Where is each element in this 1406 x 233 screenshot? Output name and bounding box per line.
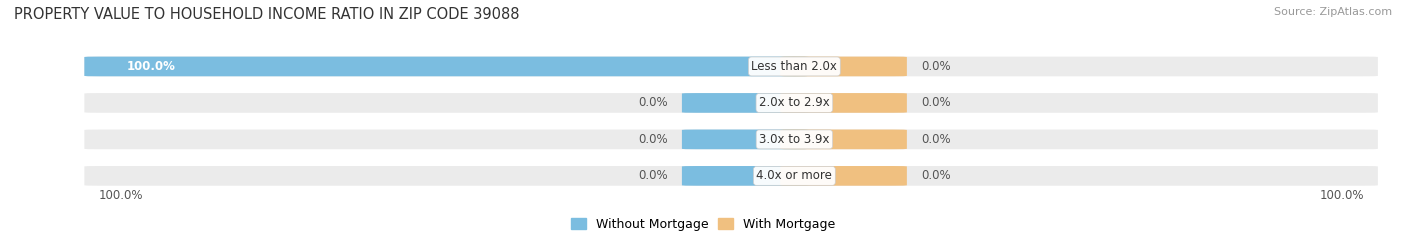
Text: 0.0%: 0.0% (638, 133, 668, 146)
FancyBboxPatch shape (84, 166, 1378, 186)
Text: 0.0%: 0.0% (638, 169, 668, 182)
Legend: Without Mortgage, With Mortgage: Without Mortgage, With Mortgage (565, 213, 841, 233)
Text: 2.0x to 2.9x: 2.0x to 2.9x (759, 96, 830, 110)
FancyBboxPatch shape (84, 130, 1378, 149)
Text: 100.0%: 100.0% (1319, 189, 1364, 202)
FancyBboxPatch shape (84, 57, 808, 76)
FancyBboxPatch shape (780, 93, 907, 113)
Text: 0.0%: 0.0% (921, 169, 950, 182)
Text: 0.0%: 0.0% (921, 96, 950, 110)
Text: Less than 2.0x: Less than 2.0x (751, 60, 838, 73)
Text: 4.0x or more: 4.0x or more (756, 169, 832, 182)
FancyBboxPatch shape (84, 57, 1378, 76)
FancyBboxPatch shape (682, 130, 808, 149)
Text: PROPERTY VALUE TO HOUSEHOLD INCOME RATIO IN ZIP CODE 39088: PROPERTY VALUE TO HOUSEHOLD INCOME RATIO… (14, 7, 520, 22)
Text: 3.0x to 3.9x: 3.0x to 3.9x (759, 133, 830, 146)
FancyBboxPatch shape (780, 57, 907, 76)
Text: 100.0%: 100.0% (98, 189, 143, 202)
Text: 0.0%: 0.0% (921, 133, 950, 146)
FancyBboxPatch shape (682, 93, 808, 113)
FancyBboxPatch shape (780, 166, 907, 186)
FancyBboxPatch shape (84, 93, 1378, 113)
Text: Source: ZipAtlas.com: Source: ZipAtlas.com (1274, 7, 1392, 17)
FancyBboxPatch shape (682, 166, 808, 186)
Text: 0.0%: 0.0% (638, 96, 668, 110)
Text: 0.0%: 0.0% (921, 60, 950, 73)
FancyBboxPatch shape (780, 130, 907, 149)
Text: 100.0%: 100.0% (127, 60, 176, 73)
